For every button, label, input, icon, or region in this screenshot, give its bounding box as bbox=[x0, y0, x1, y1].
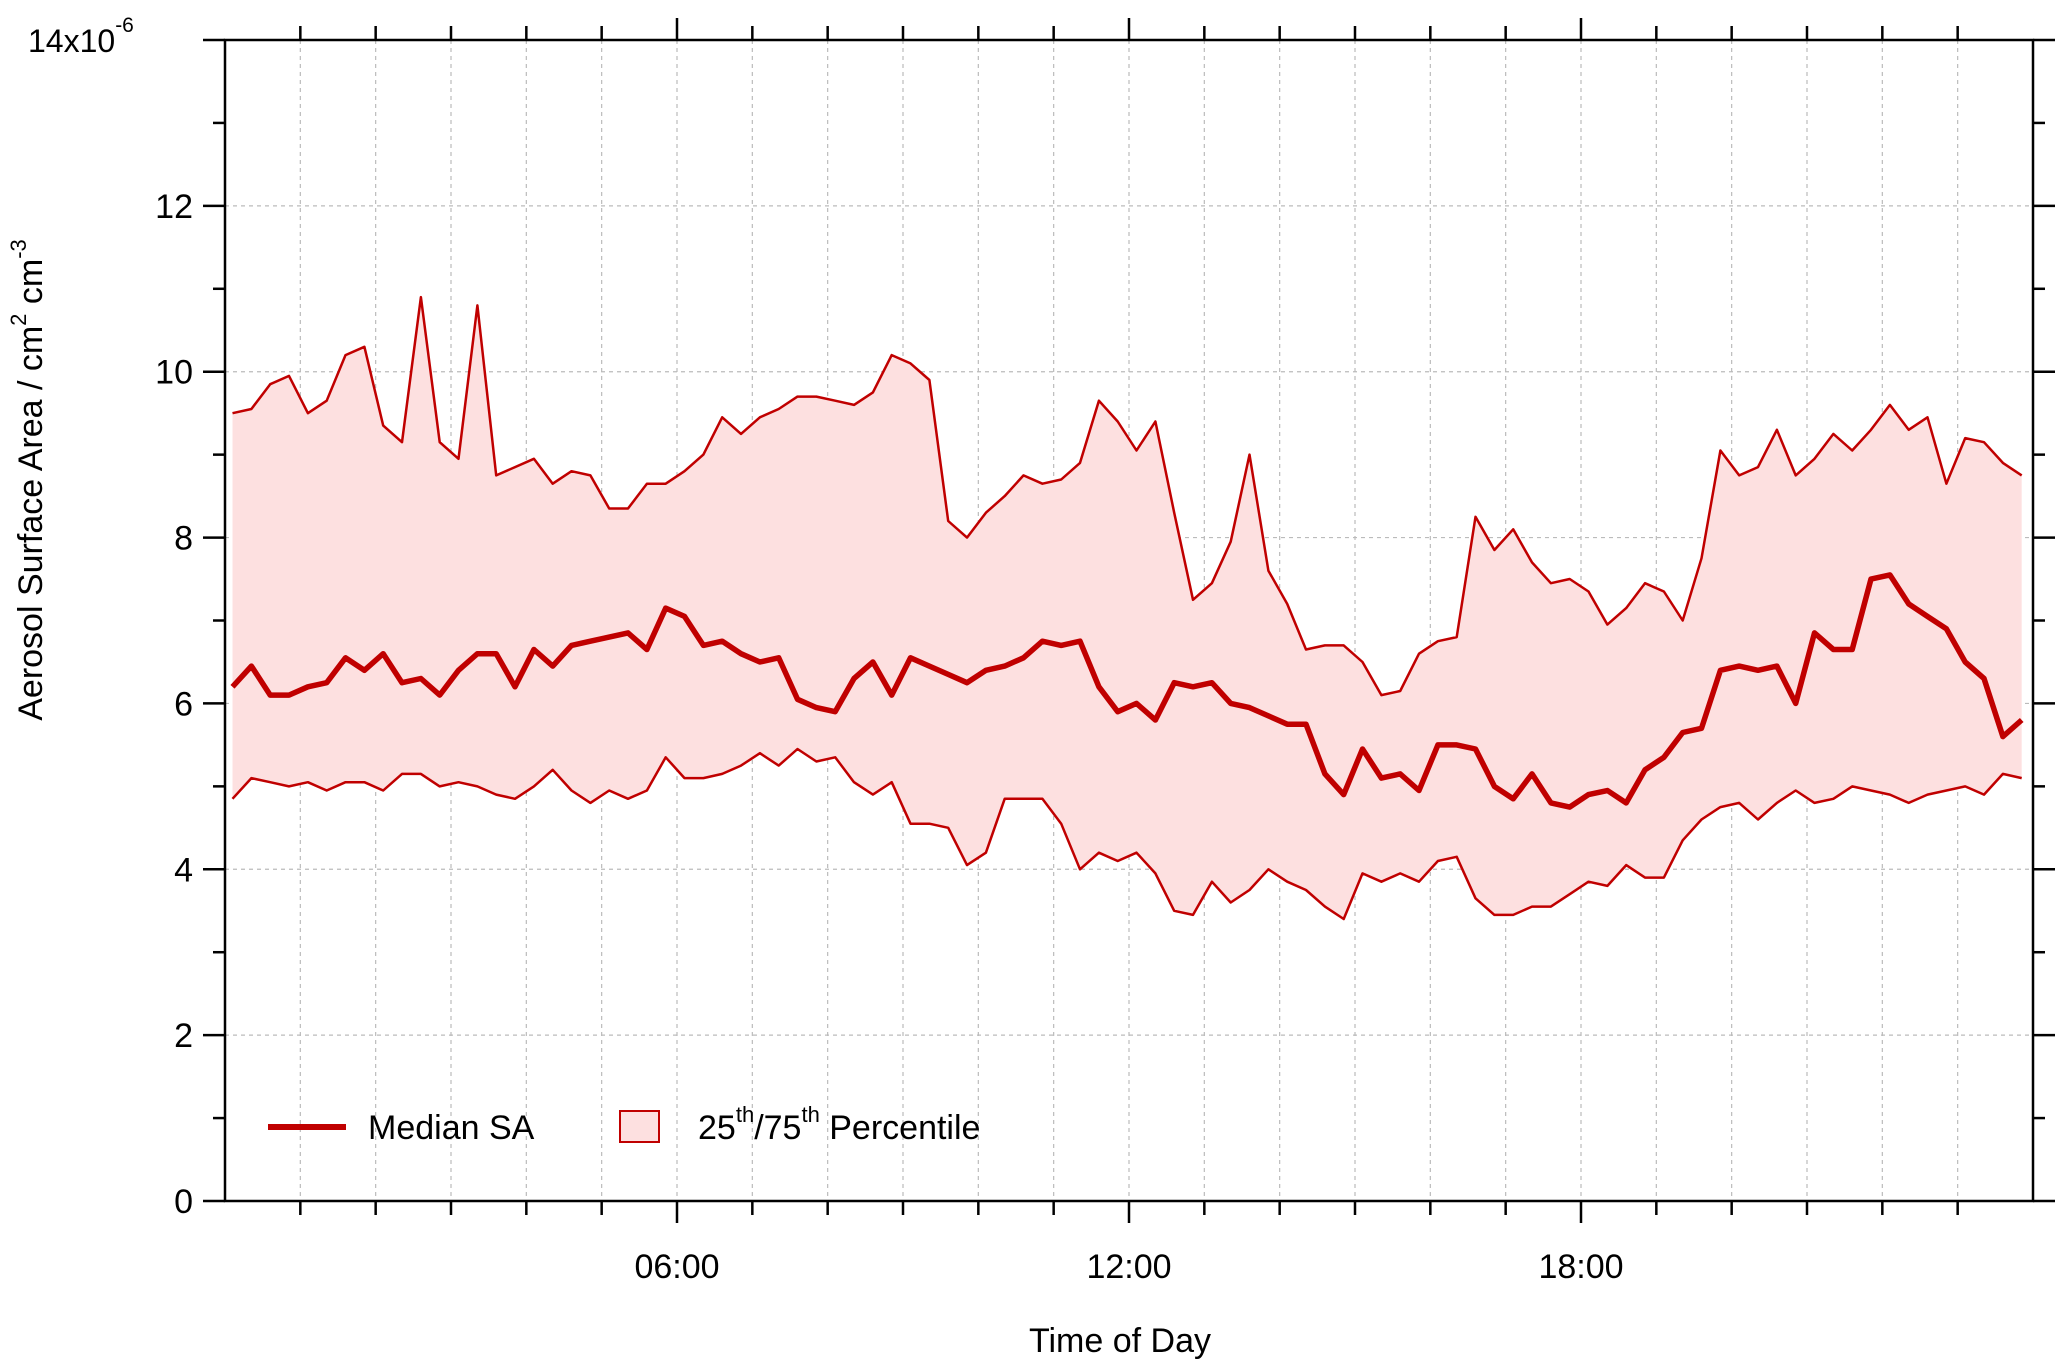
x-axis-label: Time of Day bbox=[1029, 1322, 1211, 1360]
legend-band-sup2: th bbox=[801, 1102, 819, 1127]
legend-band-swatch bbox=[619, 1110, 660, 1143]
y-label-mid: cm bbox=[12, 259, 50, 314]
y-tick-label: 0 bbox=[174, 1183, 193, 1221]
percentile-band bbox=[232, 297, 2022, 920]
y-tick-label: 8 bbox=[174, 520, 193, 558]
y-label-main: Aerosol Surface Area / cm bbox=[12, 326, 50, 721]
legend-band-prefix: 25 bbox=[698, 1109, 736, 1147]
legend-band-sup1: th bbox=[736, 1102, 754, 1127]
y-axis-label: Aerosol Surface Area / cm2 cm-3 bbox=[6, 239, 50, 721]
legend-median-label: Median SA bbox=[368, 1109, 535, 1147]
x-tick-label: 06:00 bbox=[634, 1248, 719, 1286]
y-tick-label: 10 bbox=[155, 354, 193, 392]
x-tick-label: 12:00 bbox=[1086, 1248, 1171, 1286]
series-75th-percentile-line bbox=[232, 295, 2023, 697]
series-25th-percentile-line bbox=[231, 747, 2022, 921]
legend-band-mid: /75 bbox=[754, 1109, 801, 1147]
y-tick-label: 12 bbox=[155, 188, 193, 226]
y-tick-label: 4 bbox=[174, 851, 193, 889]
axis-ticks: 06:00 12:00 18:00 0 2 4 6 8 10 12 bbox=[155, 18, 2055, 1286]
y-label-exp2: -3 bbox=[6, 239, 31, 259]
series-median-sa-line bbox=[230, 572, 2024, 810]
y-label-exp1: 2 bbox=[6, 314, 31, 326]
y-multiplier-exponent: -6 bbox=[115, 14, 134, 37]
legend-band-label: 25th/75th Percentile bbox=[698, 1102, 980, 1147]
legend: Median SA 25th/75th Percentile bbox=[268, 1102, 980, 1147]
y-tick-label: 2 bbox=[174, 1017, 193, 1055]
y-axis-multiplier: 14x10-6 bbox=[28, 14, 134, 59]
y-multiplier-base: 14x10 bbox=[28, 23, 115, 59]
legend-band-suffix: Percentile bbox=[820, 1109, 981, 1147]
x-tick-label: 18:00 bbox=[1538, 1248, 1623, 1286]
y-tick-label: 6 bbox=[174, 685, 193, 723]
